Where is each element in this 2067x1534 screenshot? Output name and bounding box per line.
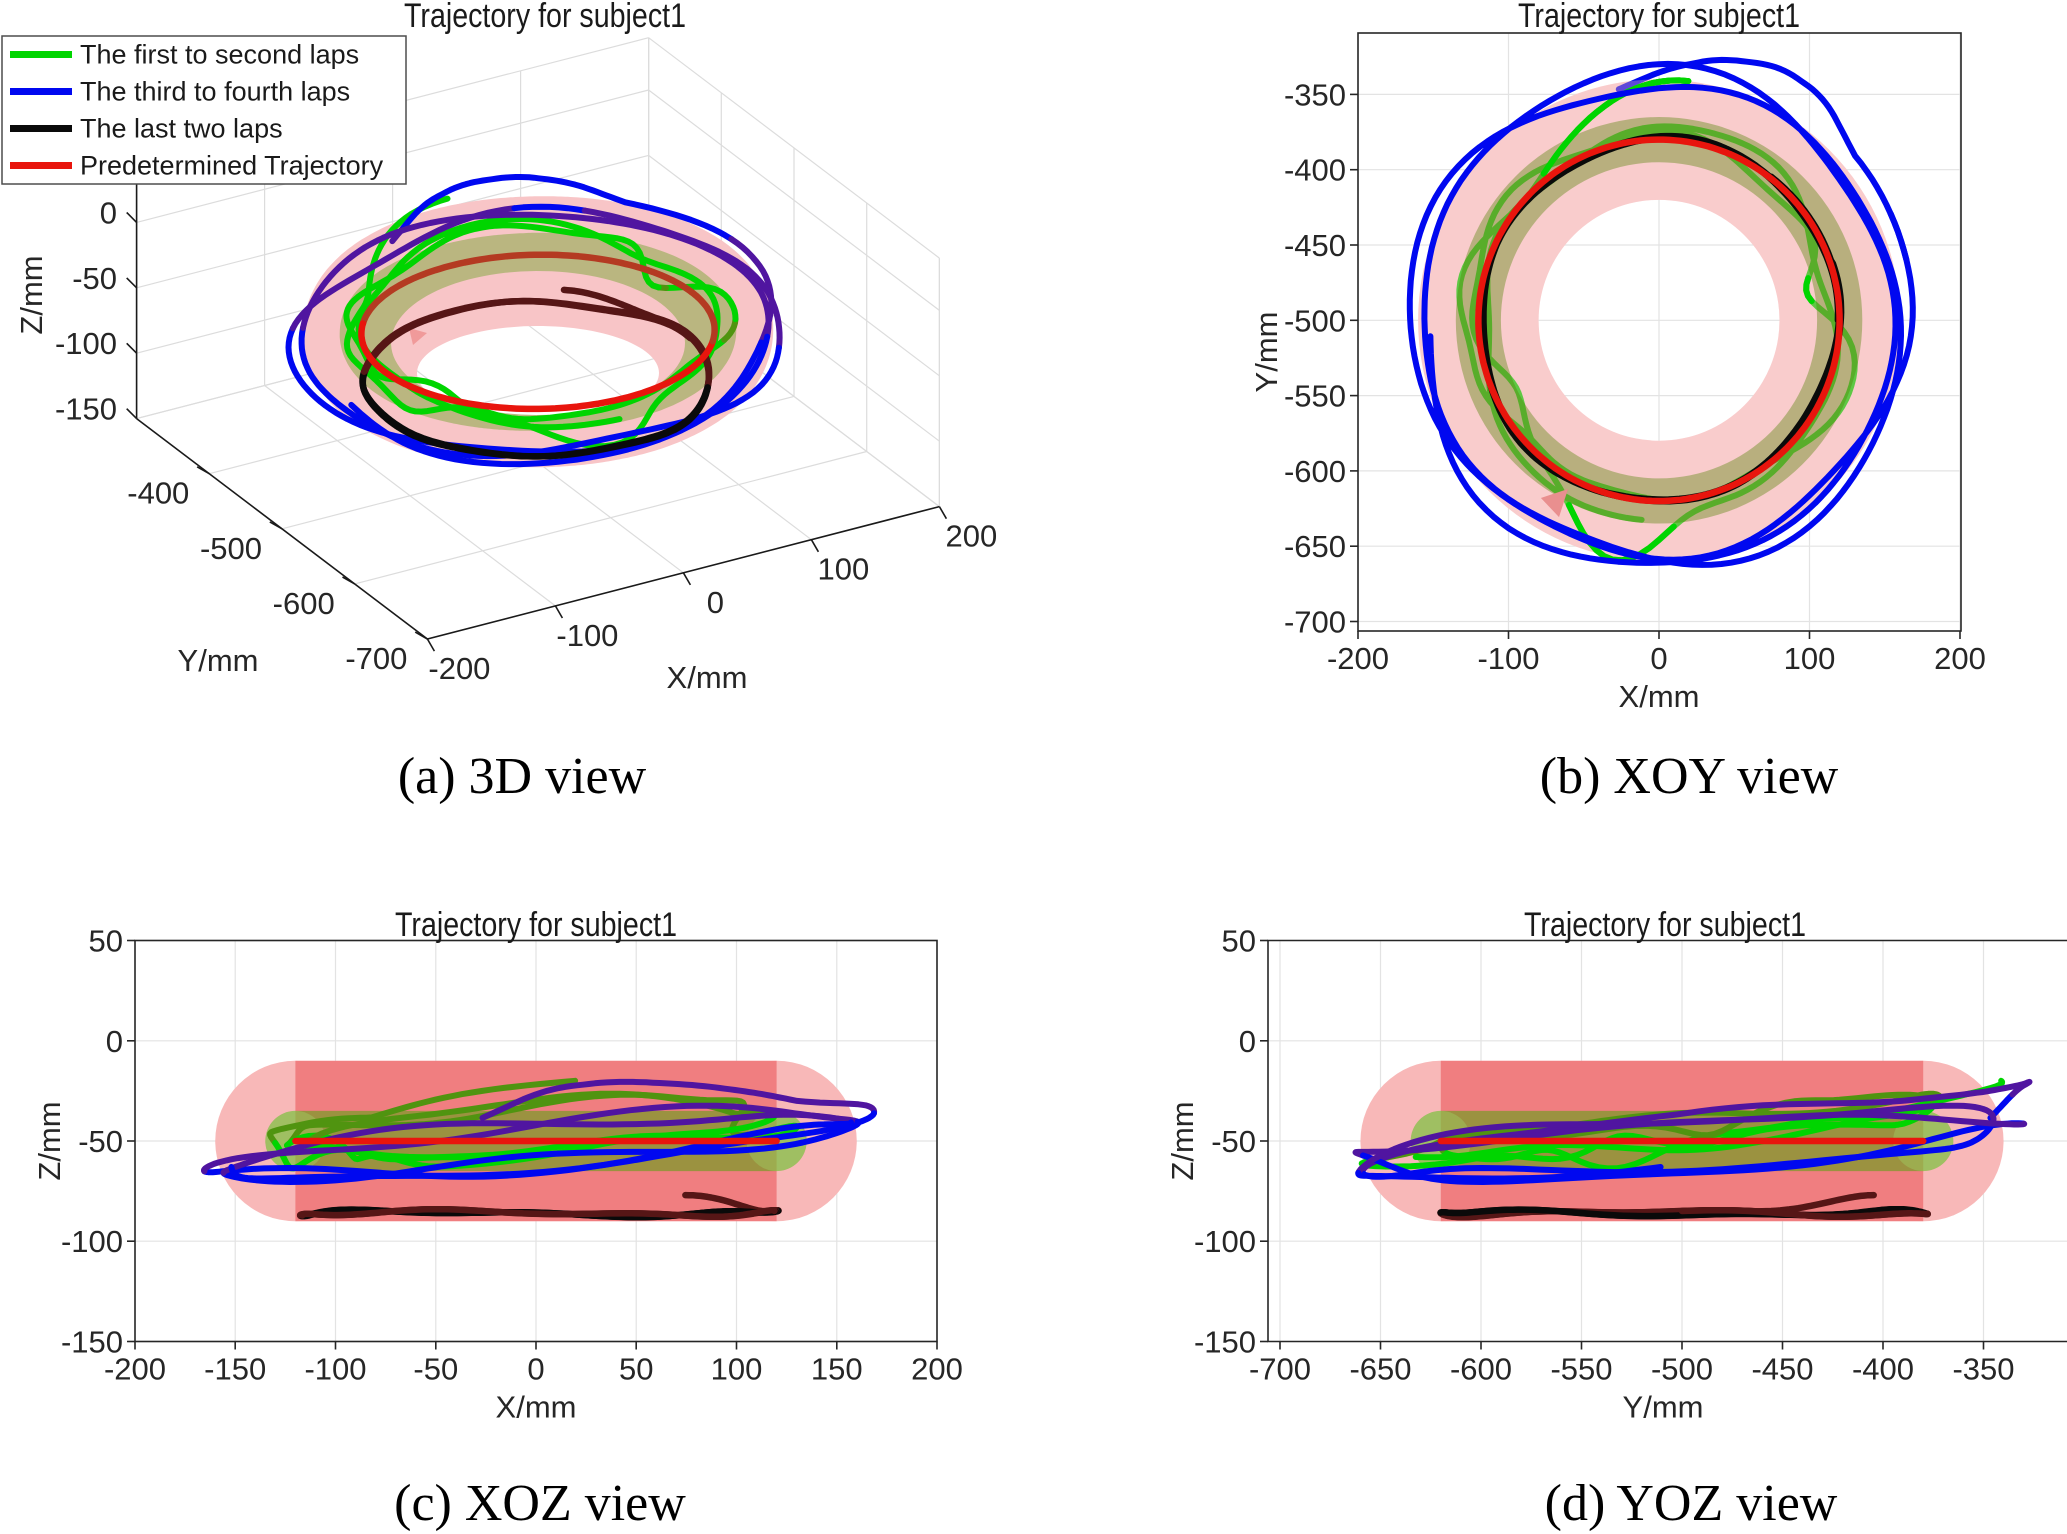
svg-text:Z/mm: Z/mm	[1165, 1101, 1200, 1180]
svg-text:Trajectory for subject1: Trajectory for subject1	[395, 906, 677, 944]
svg-text:0: 0	[1239, 1024, 1256, 1059]
svg-text:-150: -150	[61, 1325, 123, 1360]
svg-text:150: 150	[811, 1352, 863, 1387]
svg-text:-350: -350	[1952, 1352, 2014, 1387]
svg-text:Trajectory for subject1: Trajectory for subject1	[1524, 906, 1806, 944]
svg-text:-100: -100	[304, 1352, 366, 1387]
svg-text:X/mm: X/mm	[496, 1390, 577, 1425]
svg-text:-50: -50	[1211, 1124, 1256, 1159]
svg-text:-400: -400	[127, 476, 189, 511]
svg-text:-650: -650	[1284, 529, 1346, 564]
svg-text:-50: -50	[72, 261, 117, 296]
svg-text:-150: -150	[1194, 1325, 1256, 1360]
svg-text:-500: -500	[1284, 303, 1346, 338]
svg-text:(d) YOZ view: (d) YOZ view	[1545, 1475, 1838, 1532]
svg-text:-650: -650	[1349, 1352, 1411, 1387]
svg-text:50: 50	[1222, 924, 1256, 959]
svg-text:100: 100	[1784, 641, 1836, 676]
svg-text:200: 200	[911, 1352, 963, 1387]
svg-text:-100: -100	[556, 618, 618, 653]
svg-text:-700: -700	[1249, 1352, 1311, 1387]
svg-text:100: 100	[818, 552, 870, 587]
svg-text:(a) 3D view: (a) 3D view	[398, 748, 647, 805]
svg-text:-200: -200	[104, 1352, 166, 1387]
svg-text:-200: -200	[428, 651, 490, 686]
svg-text:-500: -500	[200, 531, 262, 566]
svg-text:Z/mm: Z/mm	[14, 255, 49, 334]
svg-text:-50: -50	[78, 1124, 123, 1159]
svg-text:The third to fourth laps: The third to fourth laps	[80, 77, 350, 107]
svg-text:(b) XOY view: (b) XOY view	[1540, 748, 1839, 805]
svg-text:Z/mm: Z/mm	[32, 1101, 67, 1180]
svg-text:-50: -50	[413, 1352, 458, 1387]
svg-text:-450: -450	[1284, 228, 1346, 263]
svg-text:-600: -600	[1450, 1352, 1512, 1387]
svg-text:X/mm: X/mm	[667, 660, 748, 695]
svg-text:-550: -550	[1550, 1352, 1612, 1387]
svg-text:0: 0	[527, 1352, 544, 1387]
svg-text:-450: -450	[1751, 1352, 1813, 1387]
svg-text:-700: -700	[345, 641, 407, 676]
svg-text:Trajectory for subject1: Trajectory for subject1	[404, 0, 686, 35]
svg-text:Y/mm: Y/mm	[178, 643, 259, 678]
svg-text:-200: -200	[1327, 641, 1389, 676]
svg-text:0: 0	[100, 195, 117, 230]
svg-text:-550: -550	[1284, 379, 1346, 414]
svg-text:-150: -150	[55, 392, 117, 427]
svg-text:-500: -500	[1651, 1352, 1713, 1387]
svg-text:50: 50	[89, 924, 123, 959]
svg-text:Trajectory for subject1: Trajectory for subject1	[1518, 0, 1800, 35]
svg-text:Predetermined Trajectory: Predetermined Trajectory	[80, 151, 384, 181]
svg-text:The first to second laps: The first to second laps	[80, 40, 359, 70]
svg-text:-600: -600	[273, 586, 335, 621]
svg-text:-150: -150	[204, 1352, 266, 1387]
svg-text:-400: -400	[1852, 1352, 1914, 1387]
svg-text:200: 200	[1934, 641, 1986, 676]
svg-text:200: 200	[946, 519, 998, 554]
svg-text:-400: -400	[1284, 153, 1346, 188]
svg-text:-600: -600	[1284, 454, 1346, 489]
svg-text:-100: -100	[1477, 641, 1539, 676]
svg-text:-100: -100	[55, 326, 117, 361]
svg-text:Y/mm: Y/mm	[1249, 312, 1284, 393]
svg-text:(c) XOZ view: (c) XOZ view	[394, 1475, 686, 1532]
svg-text:0: 0	[707, 585, 724, 620]
svg-text:-100: -100	[1194, 1224, 1256, 1259]
svg-text:Y/mm: Y/mm	[1623, 1390, 1704, 1425]
svg-text:0: 0	[106, 1024, 123, 1059]
svg-text:0: 0	[1650, 641, 1667, 676]
svg-text:X/mm: X/mm	[1619, 679, 1700, 714]
svg-text:50: 50	[619, 1352, 653, 1387]
svg-text:100: 100	[711, 1352, 763, 1387]
svg-text:-700: -700	[1284, 605, 1346, 640]
svg-text:-350: -350	[1284, 77, 1346, 112]
svg-text:-100: -100	[61, 1224, 123, 1259]
svg-text:The last two laps: The last two laps	[80, 114, 283, 144]
